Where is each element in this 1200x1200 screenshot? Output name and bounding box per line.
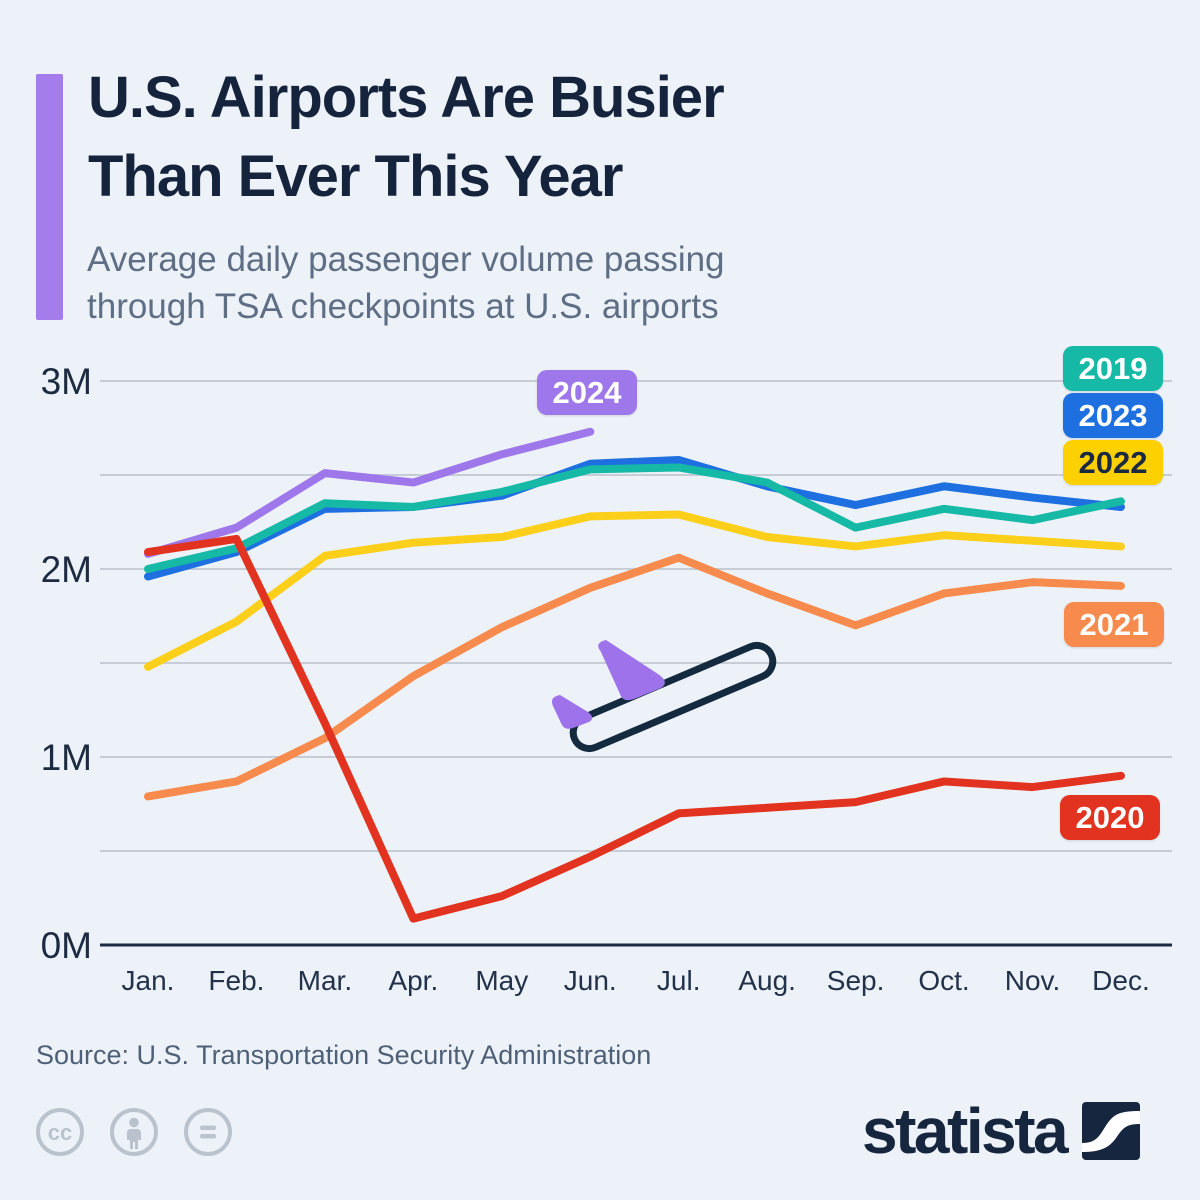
title-accent-bar <box>36 74 63 320</box>
x-tick-label: Nov. <box>1005 965 1061 996</box>
y-tick-label: 2M <box>41 549 92 590</box>
page-subtitle: Average daily passenger volume passing th… <box>87 236 725 330</box>
legend-badge-2023: 2023 <box>1063 393 1163 438</box>
page-subtitle-line2: through TSA checkpoints at U.S. airports <box>87 287 719 326</box>
series-line-2022 <box>144 510 1125 671</box>
x-tick-label: May <box>475 965 528 996</box>
x-tick-label: Apr. <box>388 965 438 996</box>
page-title-line2: Than Ever This Year <box>88 144 623 209</box>
legend-badge-2020: 2020 <box>1060 795 1160 840</box>
legend-badge-2019: 2019 <box>1063 346 1163 391</box>
equal-icon <box>184 1108 232 1156</box>
x-tick-label: Jan. <box>122 965 175 996</box>
legend-badge-2024: 2024 <box>537 370 637 415</box>
airplane-fuselage <box>569 641 777 753</box>
series-line-2020 <box>144 534 1125 923</box>
x-tick-label: Mar. <box>298 965 352 996</box>
series-line-2021 <box>144 553 1125 801</box>
series-line-2023 <box>144 455 1125 581</box>
series-line-2024 <box>144 427 595 558</box>
page-title-line1: U.S. Airports Are Busier <box>88 65 725 130</box>
x-tick-label: Aug. <box>738 965 796 996</box>
statista-logo-icon <box>1082 1102 1141 1160</box>
license-icons: cc <box>34 1106 234 1158</box>
series-line-2019 <box>144 463 1125 573</box>
y-tick-label: 1M <box>41 737 92 778</box>
legend-badge-2021: 2021 <box>1064 602 1164 647</box>
x-tick-label: Oct. <box>918 965 969 996</box>
axis-labels: 0M 1M 2M 3M Jan. Feb. Mar. Apr. May Jun. Jul. Aug. S… <box>41 361 1150 996</box>
x-tick-label: Jul. <box>657 965 701 996</box>
x-tick-label: Dec. <box>1092 965 1150 996</box>
page-subtitle-line1: Average daily passenger volume passing <box>87 240 725 279</box>
y-tick-label: 0M <box>41 925 92 966</box>
series-lines <box>144 427 1125 923</box>
x-tick-label: Feb. <box>208 965 264 996</box>
x-tick-label: Jun. <box>564 965 617 996</box>
y-tick-label: 3M <box>41 361 92 402</box>
airplane-tail-wing <box>551 695 593 729</box>
statista-brand: statista <box>862 1094 1141 1168</box>
svg-text:cc: cc <box>48 1120 72 1145</box>
statista-wordmark: statista <box>862 1095 1069 1167</box>
cc-icon: cc <box>36 1108 84 1156</box>
attribution-person-icon <box>110 1108 158 1156</box>
page-title: U.S. Airports Are Busier Than Ever This Y… <box>88 58 725 216</box>
source-note: Source: U.S. Transportation Security Adm… <box>36 1040 652 1070</box>
airplane-main-wing <box>598 640 665 701</box>
x-tick-label: Sep. <box>827 965 885 996</box>
airplane-doodle <box>551 640 777 753</box>
legend-badge-2022: 2022 <box>1063 440 1163 485</box>
